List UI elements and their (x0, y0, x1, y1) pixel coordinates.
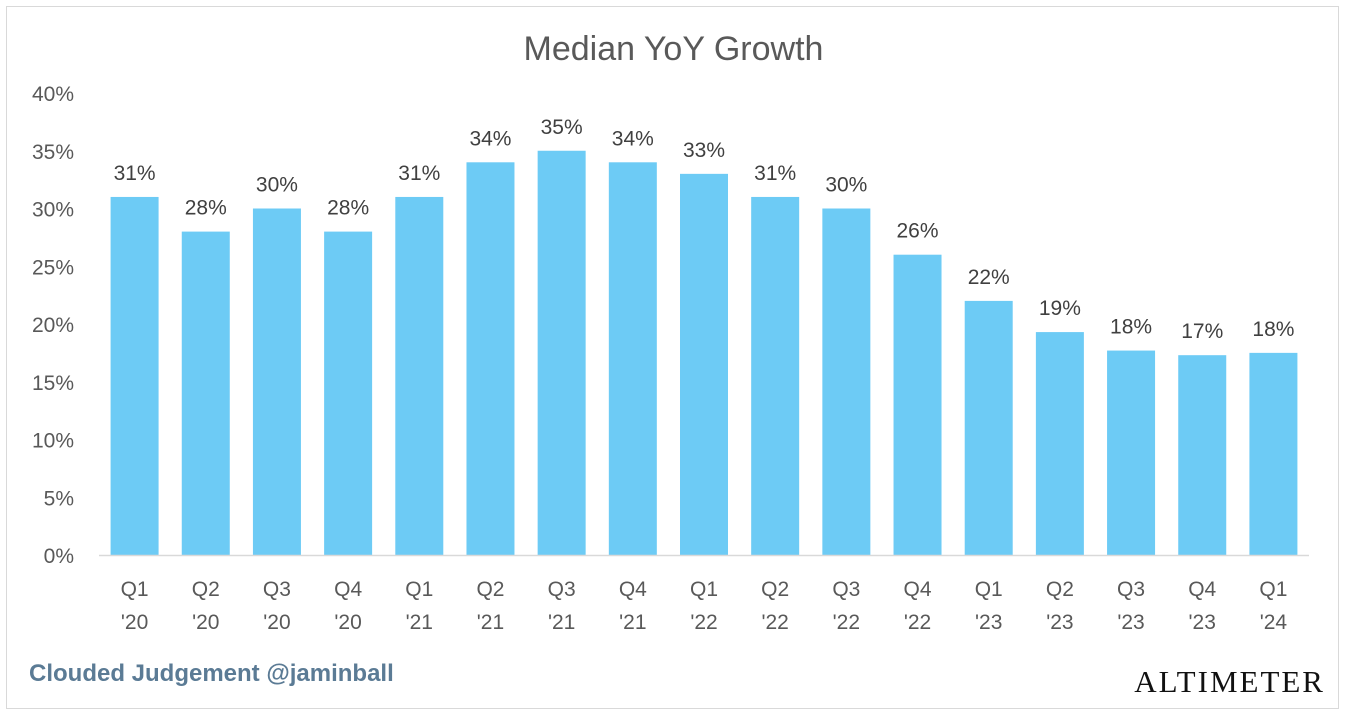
bar (1178, 355, 1227, 555)
x-tick-label-quarter: Q1 (1259, 578, 1287, 601)
x-tick-label-year: '22 (904, 611, 931, 634)
y-tick-label: 25% (32, 256, 74, 279)
data-label: 18% (1110, 316, 1152, 339)
x-tick-label-quarter: Q1 (975, 578, 1003, 601)
bar (537, 150, 586, 555)
bar (395, 196, 444, 555)
x-tick-label-quarter: Q3 (263, 578, 291, 601)
bar (1107, 350, 1156, 555)
y-tick-label: 20% (32, 314, 74, 337)
x-tick-label-quarter: Q3 (1117, 578, 1145, 601)
x-tick-label-quarter: Q1 (690, 578, 718, 601)
x-tick-label-quarter: Q2 (476, 578, 504, 601)
x-tick-label-year: '21 (406, 611, 433, 634)
bar (608, 162, 657, 556)
x-tick-label-year: '23 (1046, 611, 1073, 634)
data-label: 28% (327, 197, 369, 220)
bar (252, 208, 301, 555)
y-tick-label: 10% (32, 430, 74, 453)
bar (964, 300, 1013, 555)
y-tick-label: 15% (32, 372, 74, 395)
bar (181, 231, 230, 555)
bar (324, 231, 373, 555)
x-tick-label-quarter: Q2 (192, 578, 220, 601)
data-label: 31% (398, 162, 440, 185)
bar (893, 254, 942, 555)
x-tick-label-year: '23 (975, 611, 1002, 634)
altimeter-logo: ALTIMETER (1134, 664, 1325, 699)
data-label: 30% (256, 174, 298, 197)
data-label: 17% (1181, 320, 1223, 343)
data-label: 31% (114, 162, 156, 185)
bar (110, 196, 159, 555)
y-tick-label: 35% (32, 141, 74, 164)
x-tick-label-quarter: Q4 (334, 578, 362, 601)
data-label: 26% (897, 220, 939, 243)
y-tick-label: 0% (44, 545, 74, 568)
x-tick-label-year: '20 (263, 611, 290, 634)
x-tick-label-year: '21 (619, 611, 646, 634)
data-label: 34% (612, 127, 654, 150)
x-tick-label-year: '24 (1260, 611, 1288, 634)
data-label: 30% (825, 174, 867, 197)
x-tick-label-year: '23 (1117, 611, 1144, 634)
x-tick-label-year: '22 (833, 611, 860, 634)
x-tick-label-quarter: Q3 (832, 578, 860, 601)
x-tick-label-quarter: Q3 (548, 578, 576, 601)
y-tick-label: 30% (32, 199, 74, 222)
data-label: 28% (185, 197, 227, 220)
x-tick-label-year: '20 (192, 611, 219, 634)
x-tick-label-year: '20 (121, 611, 148, 634)
data-label: 33% (683, 139, 725, 162)
x-tick-label-quarter: Q2 (761, 578, 789, 601)
x-tick-label-quarter: Q4 (904, 578, 932, 601)
bar (751, 196, 800, 555)
x-tick-label-year: '22 (690, 611, 717, 634)
data-label: 31% (754, 162, 796, 185)
attribution-text: Clouded Judgement @jaminball (29, 660, 394, 687)
bar (822, 208, 871, 555)
x-tick-label-year: '23 (1189, 611, 1216, 634)
x-tick-label-quarter: Q1 (121, 578, 149, 601)
y-tick-label: 5% (44, 487, 74, 510)
x-tick-label-year: '21 (548, 611, 575, 634)
data-label: 34% (469, 127, 511, 150)
y-tick-label: 40% (32, 83, 74, 106)
bar (1035, 332, 1084, 555)
data-label: 18% (1252, 318, 1294, 341)
data-label: 19% (1039, 297, 1081, 320)
x-tick-label-quarter: Q1 (405, 578, 433, 601)
bar (680, 173, 728, 555)
x-tick-label-quarter: Q4 (1188, 578, 1216, 601)
data-label: 35% (541, 116, 583, 139)
bar (466, 162, 515, 556)
x-tick-label-year: '22 (761, 611, 788, 634)
data-label: 22% (968, 266, 1010, 289)
x-tick-label-quarter: Q4 (619, 578, 647, 601)
chart-title: Median YoY Growth (523, 30, 824, 68)
x-tick-label-quarter: Q2 (1046, 578, 1074, 601)
x-tick-label-year: '21 (477, 611, 504, 634)
bar (1249, 352, 1298, 555)
x-tick-label-year: '20 (334, 611, 361, 634)
